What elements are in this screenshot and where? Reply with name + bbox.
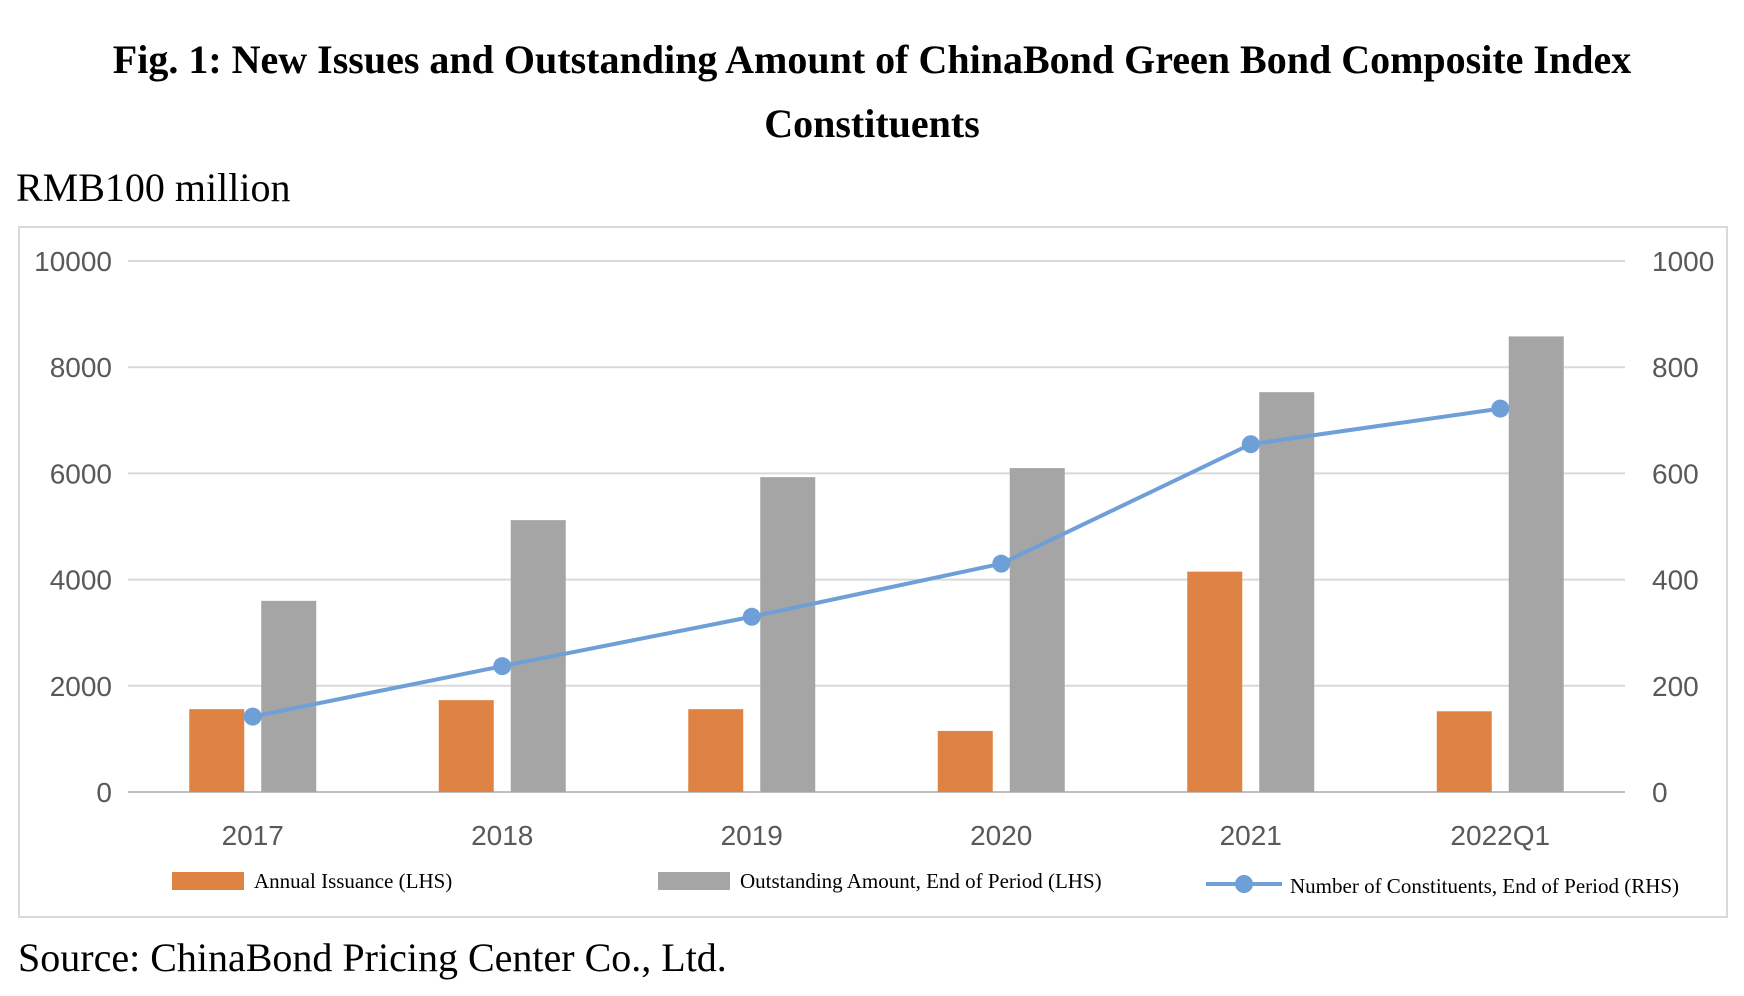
y-left-tick-label: 2000 — [50, 671, 112, 702]
bar-annual-issuance — [1187, 571, 1243, 792]
point-constituents — [742, 607, 761, 626]
x-tick-label: 2020 — [970, 820, 1032, 851]
y-right-tick-label: 400 — [1652, 565, 1699, 596]
bar-annual-issuance — [688, 709, 744, 792]
source-note: Source: ChinaBond Pricing Center Co., Lt… — [18, 935, 727, 980]
legend-swatch-outstanding-amount — [658, 872, 730, 890]
legend-label-annual-issuance: Annual Issuance (LHS) — [254, 869, 452, 893]
point-constituents — [1491, 399, 1510, 418]
bar-outstanding-amount — [760, 477, 816, 792]
legend-marker-constituents — [1235, 875, 1253, 893]
bar-annual-issuance — [937, 730, 993, 792]
series-line-constituents — [252, 406, 1501, 719]
legend-swatch-annual-issuance — [172, 872, 244, 890]
y-left-tick-label: 0 — [96, 777, 112, 808]
y-left-tick-label: 10000 — [34, 246, 112, 277]
y-right-tick-label: 800 — [1652, 352, 1699, 383]
chart-title: Fig. 1: New Issues and Outstanding Amoun… — [112, 37, 1632, 146]
y-right-tick-label: 0 — [1652, 777, 1668, 808]
y-left-tick-label: 6000 — [50, 458, 112, 489]
bar-outstanding-amount — [1259, 392, 1315, 792]
bar-annual-issuance — [189, 709, 245, 792]
x-tick-label: 2017 — [222, 820, 284, 851]
y-right-tick-label: 200 — [1652, 671, 1699, 702]
y-right-tick-label: 600 — [1652, 458, 1699, 489]
point-constituents — [1241, 435, 1260, 454]
x-tick-label: 2018 — [471, 820, 533, 851]
legend-label-constituents: Number of Constituents, End of Period (R… — [1290, 874, 1679, 898]
chart-frame — [18, 226, 1728, 918]
unit-label: RMB100 million — [16, 165, 291, 210]
bar-annual-issuance — [1436, 711, 1492, 792]
x-tick-label: 2019 — [721, 820, 783, 851]
legend-label-outstanding-amount: Outstanding Amount, End of Period (LHS) — [740, 869, 1102, 893]
point-constituents — [992, 554, 1011, 573]
y-left-tick-label: 8000 — [50, 352, 112, 383]
bar-annual-issuance — [438, 700, 494, 792]
point-constituents — [243, 707, 262, 726]
point-constituents — [493, 657, 512, 676]
y-left-tick-label: 4000 — [50, 565, 112, 596]
bar-outstanding-amount — [261, 600, 317, 792]
y-right-tick-label: 1000 — [1652, 246, 1714, 277]
bar-outstanding-amount — [1009, 468, 1065, 792]
x-tick-label: 2022Q1 — [1450, 820, 1550, 851]
x-tick-label: 2021 — [1220, 820, 1282, 851]
bar-outstanding-amount — [1508, 336, 1564, 792]
